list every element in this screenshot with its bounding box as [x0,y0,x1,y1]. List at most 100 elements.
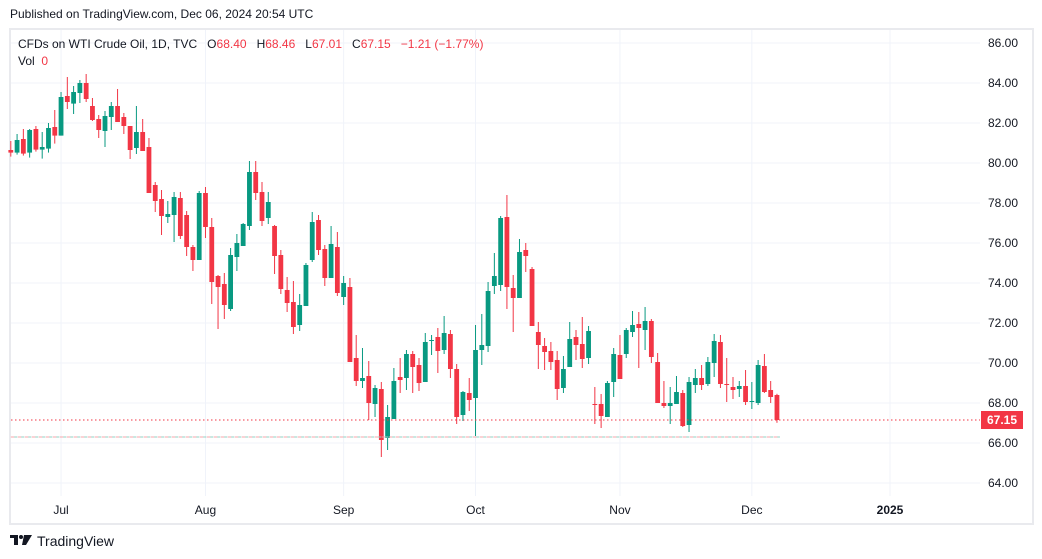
candle[interactable] [272,225,277,274]
candle[interactable] [579,317,585,368]
candle[interactable] [598,394,604,428]
candle[interactable] [510,275,516,332]
candle[interactable] [366,361,372,420]
candle[interactable] [586,326,591,364]
candle[interactable] [661,381,667,408]
candle[interactable] [743,370,748,405]
candle[interactable] [623,328,629,358]
candle[interactable] [322,245,328,286]
candle[interactable] [20,129,26,156]
candle[interactable] [177,192,183,239]
candle[interactable] [102,111,108,147]
candle[interactable] [705,357,711,386]
candle[interactable] [642,307,648,350]
footer-brand[interactable]: TradingView [37,533,115,549]
candle[interactable] [152,182,158,212]
candle[interactable] [554,351,560,400]
candle[interactable] [140,119,146,151]
candle[interactable] [146,138,152,193]
candle[interactable] [278,250,284,294]
candle[interactable] [736,381,742,397]
candle[interactable] [33,126,39,152]
candle[interactable] [115,89,120,122]
candle[interactable] [422,333,428,382]
symbol-title[interactable]: CFDs on WTI Crude Oil, 1D, TVC [18,37,198,51]
candle[interactable] [523,243,529,272]
candle[interactable] [416,358,422,391]
candle[interactable] [265,192,271,224]
candle[interactable] [762,354,767,393]
candle[interactable] [498,216,504,291]
candle[interactable] [460,391,466,421]
candle[interactable] [297,294,303,331]
candle[interactable] [667,387,673,424]
candle[interactable] [190,245,196,271]
candle[interactable] [240,223,246,246]
candle[interactable] [378,382,384,457]
candle[interactable] [573,330,579,360]
candle[interactable] [27,129,33,158]
candle[interactable] [46,123,51,153]
candle[interactable] [636,312,642,368]
candle[interactable] [171,192,177,242]
candle[interactable] [96,115,102,138]
candle[interactable] [435,328,441,373]
candle[interactable] [397,358,403,393]
candle[interactable] [648,319,654,363]
candle[interactable] [108,102,114,130]
candle[interactable] [134,106,139,154]
candle[interactable] [159,190,164,235]
candle[interactable] [699,365,704,390]
candle[interactable] [52,110,58,144]
candle[interactable] [259,182,265,226]
candle[interactable] [542,338,547,370]
candle[interactable] [39,132,45,159]
candle[interactable] [58,92,64,136]
volume-label[interactable]: Vol [18,54,35,68]
candle[interactable] [630,311,635,337]
candle[interactable] [592,387,598,424]
candle[interactable] [718,335,723,388]
candle[interactable] [730,377,736,399]
candle[interactable] [749,382,755,409]
candle[interactable] [711,334,717,377]
candle[interactable] [71,86,76,114]
candle[interactable] [372,385,378,417]
candle[interactable] [605,381,610,417]
candle[interactable] [692,369,698,393]
candle[interactable] [479,314,485,365]
candle[interactable] [491,253,497,294]
candle[interactable] [385,405,390,450]
candle[interactable] [448,330,453,378]
candle[interactable] [548,342,554,370]
candle[interactable] [203,187,208,238]
candle[interactable] [215,275,221,329]
candle[interactable] [328,226,334,278]
candle[interactable] [429,335,434,355]
candle[interactable] [611,348,617,397]
candle[interactable] [121,113,127,134]
candle[interactable] [441,316,447,354]
candle[interactable] [303,263,309,306]
candle[interactable] [347,278,353,362]
candle[interactable] [291,281,296,334]
candle[interactable] [353,335,359,386]
candle[interactable] [466,378,472,411]
candle[interactable] [724,358,730,402]
candle[interactable] [247,161,252,230]
candle[interactable] [404,350,409,390]
candle[interactable] [64,77,70,109]
candle[interactable] [529,267,535,326]
candle[interactable] [83,74,89,102]
candle[interactable] [127,126,133,159]
candle[interactable] [209,218,215,304]
candle[interactable] [485,282,491,352]
candle[interactable] [234,234,240,271]
candle[interactable] [655,353,661,403]
candle[interactable] [77,80,83,103]
candle[interactable] [454,364,460,424]
candle[interactable] [360,348,365,388]
candle[interactable] [410,351,416,393]
candle[interactable] [334,232,340,296]
candle[interactable] [504,195,510,309]
